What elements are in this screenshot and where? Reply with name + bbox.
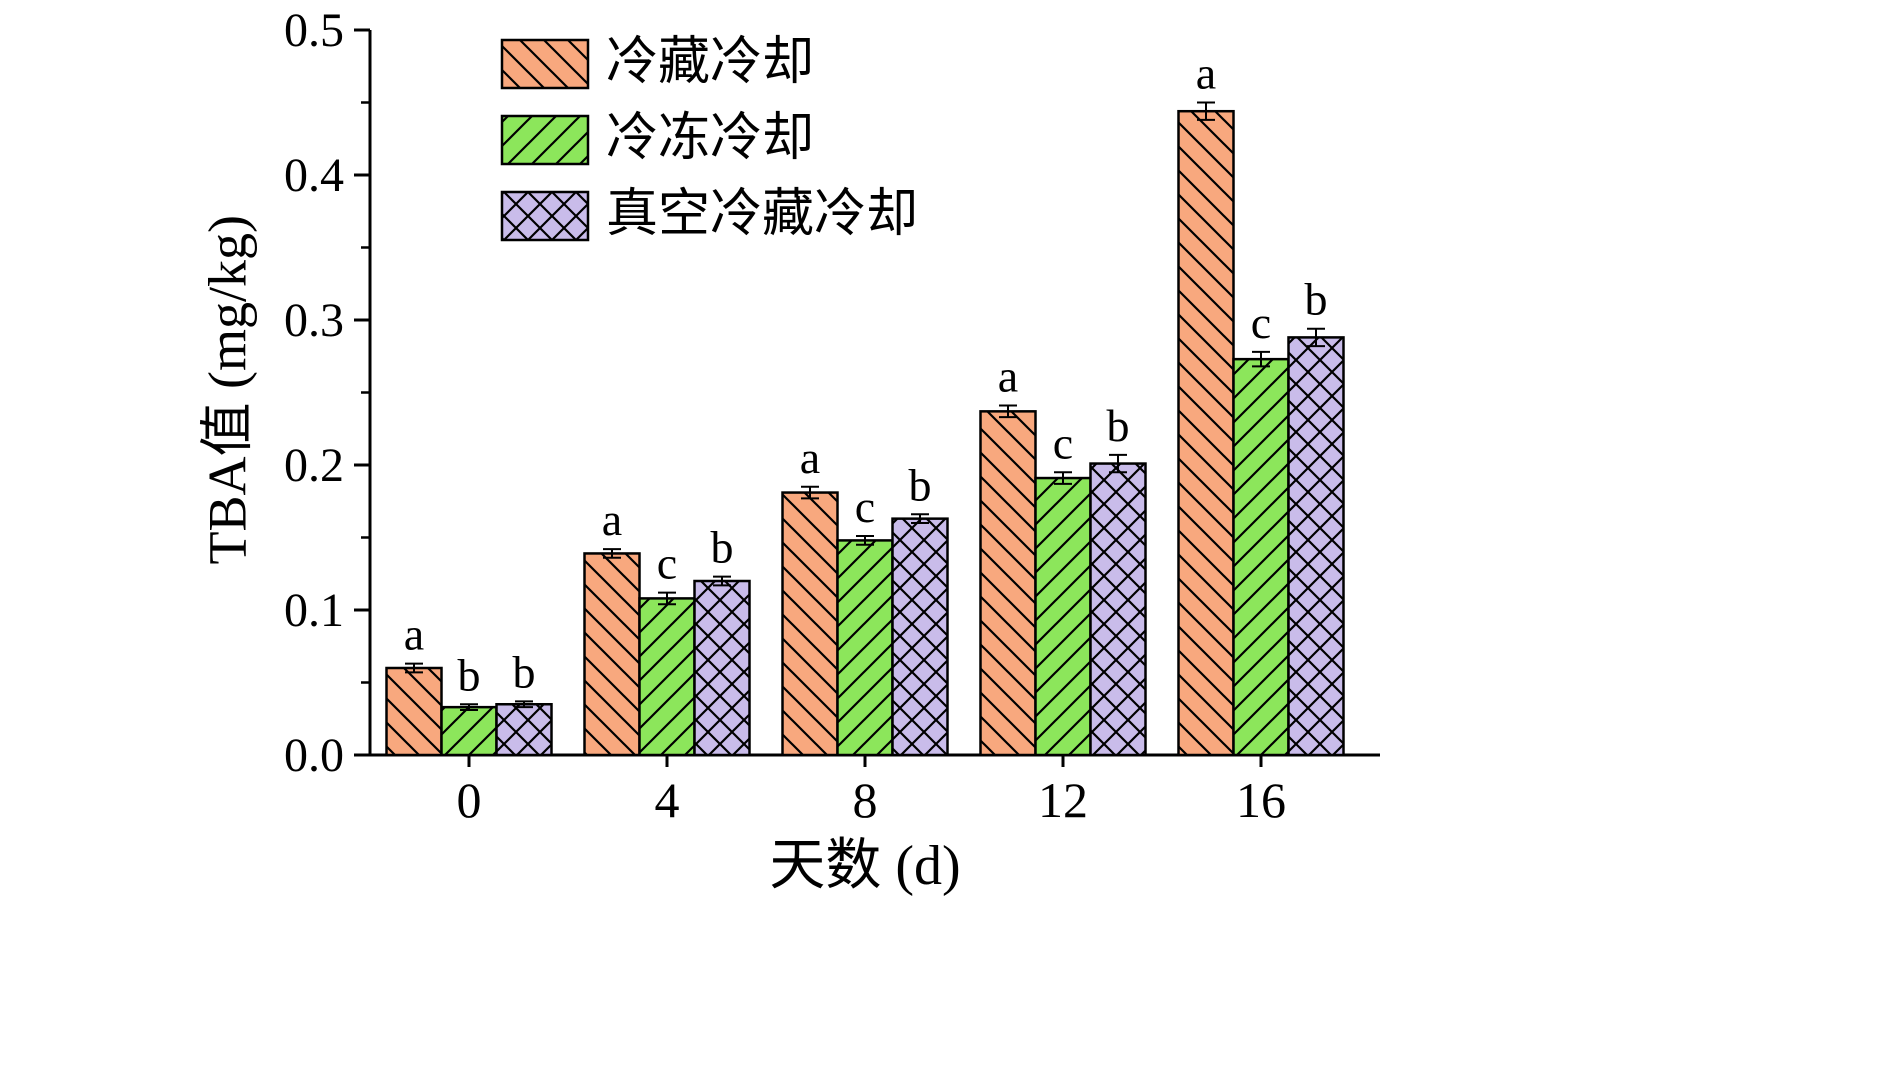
- y-axis-title: TBA值 (mg/kg): [197, 214, 258, 565]
- bar-series2-group1: [693, 579, 751, 757]
- y-tick-label: 0.0: [284, 729, 344, 782]
- bar-series0-group0: [385, 666, 443, 757]
- legend-label-2: 真空冷藏冷却: [606, 186, 918, 243]
- bar-series1-group2: [836, 539, 894, 757]
- significance-letter: b: [458, 649, 481, 700]
- bar-series1-group0: [440, 705, 498, 757]
- legend-swatch-2: [500, 190, 590, 242]
- bar-series2-group2: [891, 517, 949, 757]
- significance-letter: c: [1053, 417, 1073, 468]
- significance-letter: c: [1251, 297, 1271, 348]
- y-tick-label: 0.4: [284, 149, 344, 202]
- significance-letter: a: [602, 494, 622, 545]
- y-tick-label: 0.2: [284, 439, 344, 492]
- legend-label-1: 冷冻冷却: [606, 110, 814, 167]
- legend-swatch-1: [500, 114, 590, 166]
- x-tick-label: 12: [1038, 772, 1088, 828]
- bar-series2-group4: [1287, 336, 1345, 757]
- legend-swatch-0: [500, 38, 590, 90]
- significance-letter: a: [800, 432, 820, 483]
- bar-series2-group0: [495, 703, 553, 757]
- significance-letter: c: [657, 538, 677, 589]
- bar-series0-group2: [781, 491, 839, 757]
- significance-letter: b: [1107, 400, 1130, 451]
- legend-label-0: 冷藏冷却: [606, 34, 814, 91]
- bar-series0-group1: [583, 552, 641, 757]
- x-tick-label: 0: [457, 772, 482, 828]
- significance-letter: a: [1196, 48, 1216, 99]
- significance-letter: b: [513, 646, 536, 697]
- significance-letter: b: [711, 522, 734, 573]
- y-tick-label: 0.1: [284, 584, 344, 637]
- significance-letter: a: [404, 609, 424, 660]
- significance-letter: a: [998, 351, 1018, 402]
- bar-series0-group4: [1177, 109, 1235, 757]
- x-tick-label: 8: [853, 772, 878, 828]
- significance-letter: c: [855, 481, 875, 532]
- y-tick-label: 0.5: [284, 4, 344, 57]
- bar-series2-group3: [1089, 462, 1147, 757]
- bar-series1-group4: [1232, 357, 1290, 757]
- bar-series1-group3: [1034, 476, 1092, 757]
- significance-letter: b: [909, 459, 932, 510]
- significance-letter: b: [1305, 274, 1328, 325]
- x-tick-label: 4: [655, 772, 680, 828]
- x-axis-title: 天数 (d): [769, 835, 961, 897]
- y-tick-label: 0.3: [284, 294, 344, 347]
- bar-series0-group3: [979, 410, 1037, 757]
- x-tick-label: 16: [1236, 772, 1286, 828]
- bar-series1-group1: [638, 597, 696, 757]
